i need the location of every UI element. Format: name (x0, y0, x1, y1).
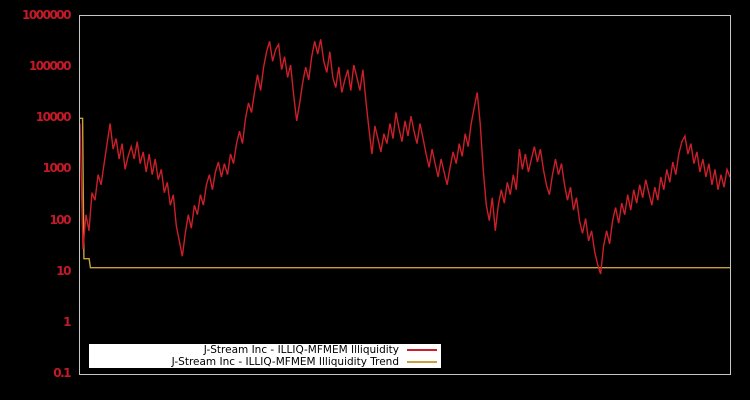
legend-label-illiquidity: J-Stream Inc - ILLIQ-MFMEM Illiquidity (203, 343, 399, 356)
y-tick-label: 100000 (28, 59, 72, 74)
trend-line (80, 117, 730, 269)
y-tick-label: 10 (56, 263, 71, 278)
illiquidity-line-swatch (407, 349, 437, 351)
trend-line-swatch (407, 361, 437, 363)
legend-entry-trend: J-Stream Inc - ILLIQ-MFMEM Illiquidity T… (89, 356, 437, 368)
y-tick-label: 1 (63, 314, 71, 329)
y-tick-label: 10000 (35, 110, 72, 125)
illiquidity-line (80, 39, 730, 275)
y-tick-label: 100 (49, 212, 71, 227)
legend: J-Stream Inc - ILLIQ-MFMEM Illiquidity J… (89, 344, 441, 368)
y-tick-label: 1000 (42, 161, 72, 176)
plot-area: J-Stream Inc - ILLIQ-MFMEM Illiquidity J… (79, 15, 731, 375)
legend-label-trend: J-Stream Inc - ILLIQ-MFMEM Illiquidity T… (171, 355, 399, 368)
y-tick-label: 1000000 (22, 8, 71, 22)
y-axis: 1000000 100000 10000 1000 100 10 1 0.1 (0, 0, 73, 400)
line-chart-canvas (80, 39, 730, 275)
legend-entry-illiquidity: J-Stream Inc - ILLIQ-MFMEM Illiquidity (89, 344, 437, 356)
y-tick-label: 0.1 (53, 366, 71, 380)
